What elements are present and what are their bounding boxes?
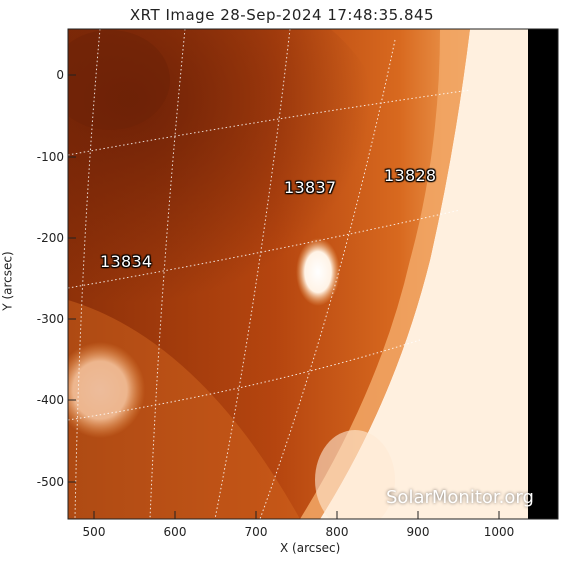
x-tick-label: 800 — [325, 525, 349, 539]
region-label-13837: 13837 — [284, 178, 337, 197]
y-tick-label: 0 — [56, 68, 64, 82]
x-tick-label: 600 — [163, 525, 187, 539]
x-tick-marks — [93, 511, 500, 519]
solar-limb — [320, 29, 528, 519]
lat-lon-grid — [68, 29, 471, 519]
image-title: XRT Image 28-Sep-2024 17:48:35.845 — [129, 6, 435, 24]
bright-region-left — [68, 342, 145, 438]
image-area — [68, 29, 528, 519]
region-label-13828: 13828 — [384, 166, 437, 185]
y-tick-label: -200 — [36, 231, 64, 245]
y-tick-label: -500 — [36, 475, 64, 489]
y-tick-label: -300 — [36, 312, 64, 326]
y-tick-label: -400 — [36, 393, 64, 407]
bright-region-center — [296, 238, 340, 306]
y-tick-label: -100 — [36, 150, 64, 164]
x-tick-label: 1000 — [483, 525, 515, 539]
y-axis-label: Y (arcsec) — [0, 251, 15, 311]
y-tick-marks — [68, 74, 76, 483]
x-tick-label: 500 — [82, 525, 106, 539]
black-strip — [528, 29, 558, 519]
region-label-13834: 13834 — [100, 252, 153, 271]
x-tick-label: 900 — [406, 525, 430, 539]
plot-frame — [67, 28, 559, 520]
x-tick-label: 700 — [244, 525, 268, 539]
watermark: SolarMonitor.org — [386, 487, 534, 508]
x-axis-label: X (arcsec) — [280, 541, 341, 555]
